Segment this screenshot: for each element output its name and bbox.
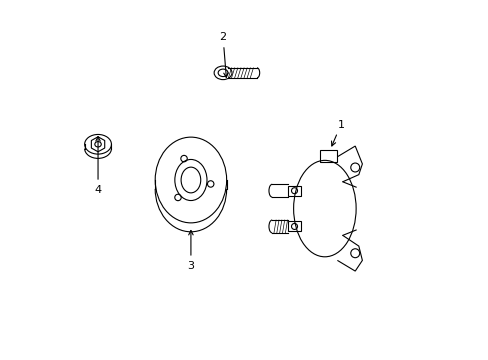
Text: 3: 3 [187, 230, 194, 271]
Text: 4: 4 [94, 137, 102, 195]
Text: 2: 2 [219, 32, 228, 77]
Bar [287, 186, 300, 196]
Text: 1: 1 [331, 120, 344, 146]
Bar [287, 221, 300, 231]
